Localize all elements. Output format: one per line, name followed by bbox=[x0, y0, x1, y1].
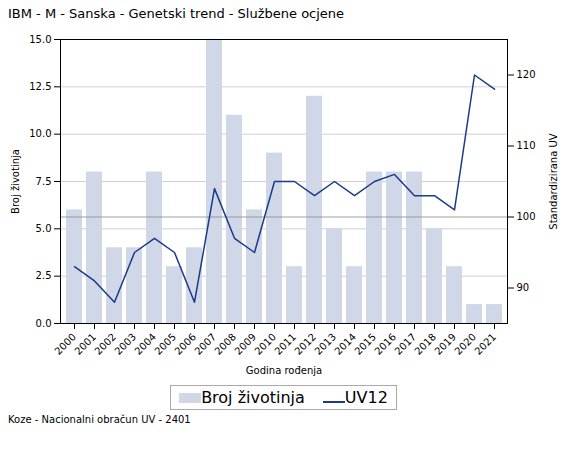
svg-text:90: 90 bbox=[517, 282, 530, 293]
svg-text:2009: 2009 bbox=[232, 331, 258, 357]
svg-text:2019: 2019 bbox=[432, 331, 458, 357]
svg-text:15.0: 15.0 bbox=[29, 34, 51, 45]
svg-text:5.0: 5.0 bbox=[36, 223, 52, 234]
svg-text:2001: 2001 bbox=[72, 331, 98, 357]
svg-text:12.5: 12.5 bbox=[29, 81, 51, 92]
svg-text:2014: 2014 bbox=[332, 331, 358, 357]
svg-text:2020: 2020 bbox=[452, 331, 478, 357]
html-text:Broj životinja: Broj životinja bbox=[201, 388, 305, 407]
svg-text:2016: 2016 bbox=[372, 331, 398, 357]
svg-text:2008: 2008 bbox=[212, 331, 238, 357]
svg-text:100: 100 bbox=[517, 211, 536, 222]
svg-text:2012: 2012 bbox=[292, 331, 318, 357]
svg-text:2006: 2006 bbox=[172, 331, 198, 357]
svg-text:2018: 2018 bbox=[412, 331, 438, 357]
svg-text:2.5: 2.5 bbox=[36, 270, 52, 281]
svg-text:Broj životinja: Broj životinja bbox=[10, 149, 21, 214]
svg-text:2004: 2004 bbox=[132, 331, 158, 357]
svg-text:0.0: 0.0 bbox=[36, 318, 52, 329]
svg-text:2017: 2017 bbox=[392, 331, 418, 357]
svg-text:120: 120 bbox=[517, 69, 536, 80]
svg-text:2000: 2000 bbox=[52, 331, 78, 357]
html-text:UV12: UV12 bbox=[344, 388, 388, 407]
svg-text:7.5: 7.5 bbox=[36, 176, 52, 187]
svg-text:110: 110 bbox=[517, 140, 536, 151]
svg-text:10.0: 10.0 bbox=[29, 128, 51, 139]
svg-text:2015: 2015 bbox=[352, 331, 378, 357]
html-text:IBM - M - Sanska - Genetski tr: IBM - M - Sanska - Genetski trend - Služ… bbox=[8, 6, 345, 21]
svg-text:2005: 2005 bbox=[152, 331, 178, 357]
html-text:Koze - Nacionalni obračun UV -: Koze - Nacionalni obračun UV - 2401 bbox=[8, 414, 191, 425]
svg-text:2002: 2002 bbox=[92, 331, 118, 357]
svg-text:2007: 2007 bbox=[192, 331, 218, 357]
svg-text:2011: 2011 bbox=[272, 331, 298, 357]
svg-text:2021: 2021 bbox=[472, 331, 498, 357]
svg-text:Standardizirana UV: Standardizirana UV bbox=[548, 133, 559, 230]
svg-text:2003: 2003 bbox=[112, 331, 138, 357]
svg-text:2010: 2010 bbox=[252, 331, 278, 357]
svg-text:Godina rođenja: Godina rođenja bbox=[246, 365, 322, 376]
svg-text:2013: 2013 bbox=[312, 331, 338, 357]
